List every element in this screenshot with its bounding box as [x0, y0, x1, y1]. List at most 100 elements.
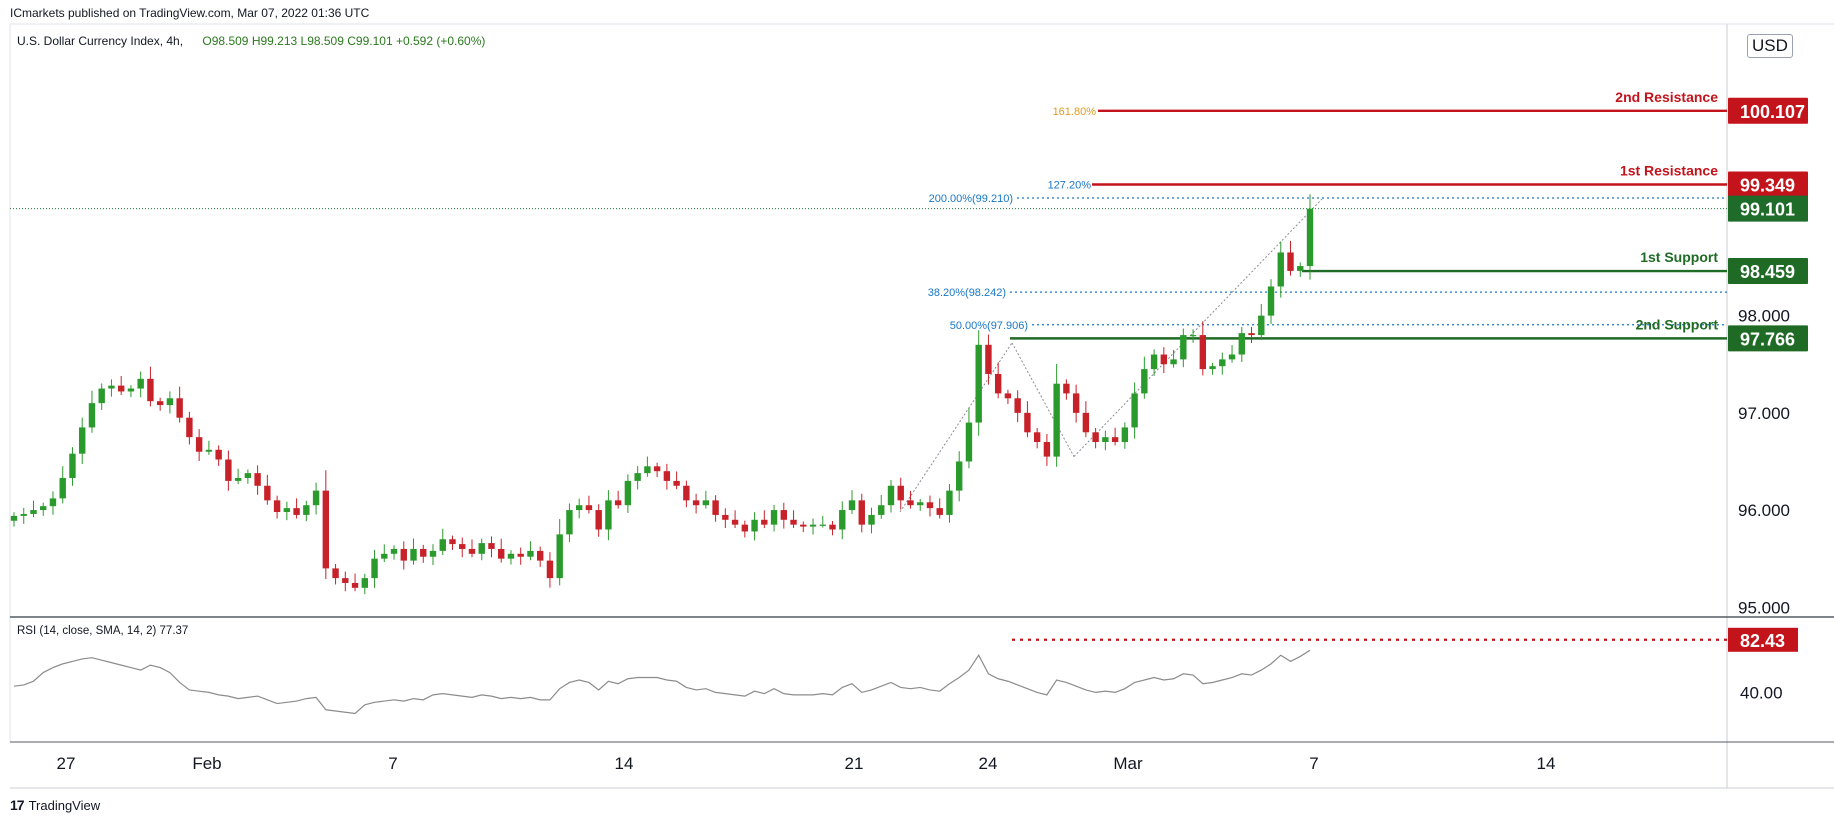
fib-level-label: 161.80%	[1053, 106, 1097, 118]
symbol-legend: U.S. Dollar Currency Index, 4h, O98.509 …	[17, 34, 485, 48]
candle-body	[420, 548, 427, 557]
brand-name: TradingView	[28, 797, 101, 813]
candle-body	[1014, 398, 1021, 413]
candle-body	[917, 502, 924, 506]
level-price-tag: 98.459	[1728, 258, 1808, 285]
candle-body	[166, 398, 174, 406]
candle	[1160, 347, 1168, 373]
candle-body	[1072, 393, 1080, 413]
candle	[20, 507, 27, 524]
candle-body	[975, 344, 982, 423]
candle-body	[507, 553, 515, 559]
candle	[1306, 194, 1314, 280]
candle	[634, 466, 641, 490]
candle	[59, 466, 66, 504]
candle	[614, 490, 622, 509]
candle	[731, 510, 739, 529]
candle	[88, 390, 96, 433]
tradingview-logo-icon: 17	[10, 797, 25, 813]
price-tag-label: 97.766	[1740, 329, 1795, 349]
fibonacci-trend-lines[interactable]	[899, 198, 1323, 513]
close-value: C99.101	[347, 34, 393, 48]
candle	[312, 482, 320, 515]
candle	[790, 510, 797, 529]
candle-body	[946, 490, 953, 515]
support-resistance-lines[interactable]: 2nd Resistance 1st Resistance 1st Support 2…	[10, 89, 1727, 340]
candle-body	[1102, 437, 1109, 443]
price-tag-bg	[1728, 195, 1808, 222]
price-tag-bg	[1728, 97, 1808, 124]
candle-body	[1170, 359, 1177, 365]
candle	[917, 498, 924, 511]
candle-body	[40, 506, 47, 511]
symbol-name: U.S. Dollar Currency Index, 4h,	[17, 34, 184, 48]
candle-body	[692, 500, 700, 506]
currency-badge[interactable]: USD	[1747, 34, 1793, 58]
fibonacci-levels[interactable]: 161.80% 127.20% 200.00%(99.210) 38.20%(98.2…	[928, 106, 1727, 332]
level-price-tag: 97.766	[1728, 325, 1808, 352]
trend-line	[899, 342, 1013, 513]
price-tag-label: 100.107	[1740, 102, 1805, 122]
price-tag-label: 99.349	[1740, 175, 1795, 195]
candle-body	[381, 553, 388, 559]
candle	[117, 376, 125, 395]
candle-body	[936, 508, 943, 515]
candle-body	[1131, 393, 1138, 428]
candle	[605, 490, 612, 541]
candle	[439, 528, 446, 555]
candle	[1072, 384, 1080, 423]
candle	[1150, 349, 1158, 376]
price-tag-bg	[1728, 171, 1808, 198]
candle	[293, 498, 300, 519]
trend-line	[1011, 342, 1075, 457]
candle	[770, 504, 778, 532]
candle-body	[1199, 335, 1207, 370]
candle	[468, 539, 476, 558]
candle-body	[410, 548, 417, 561]
candle-body	[342, 578, 349, 583]
candle-body	[429, 550, 437, 557]
candle-body	[1209, 366, 1216, 370]
candle-body	[585, 505, 593, 511]
candle	[644, 456, 651, 477]
candle-body	[195, 437, 203, 452]
candle-body	[332, 568, 339, 579]
candle-body	[1189, 335, 1197, 337]
low-value: L98.509	[300, 34, 344, 48]
candle	[1238, 327, 1245, 363]
candle-body	[273, 500, 281, 513]
candle-body	[225, 459, 232, 481]
candle	[98, 383, 105, 410]
candle-body	[858, 500, 865, 525]
candle-body	[1111, 437, 1119, 443]
candle	[30, 500, 37, 518]
candle-body	[30, 510, 37, 514]
candle	[848, 490, 856, 514]
rsi-tag-label: 82.43	[1740, 631, 1785, 651]
candle	[1228, 345, 1236, 363]
candle	[205, 440, 213, 455]
candle-body	[244, 473, 252, 478]
candle	[69, 447, 76, 486]
candle-body	[653, 466, 661, 472]
candle	[303, 500, 310, 522]
candle-body	[878, 505, 885, 515]
candle	[907, 490, 914, 509]
candle-body	[595, 510, 602, 530]
price-tag-bg	[1728, 325, 1808, 352]
candle	[1063, 379, 1070, 400]
candle-body	[566, 510, 573, 535]
rsi-level-tag: 82.43	[1728, 627, 1798, 652]
candle-body	[488, 543, 495, 549]
candle	[342, 571, 349, 592]
candle	[40, 502, 47, 516]
candle-body	[137, 378, 144, 389]
candle-body	[117, 385, 125, 392]
level-label: 2nd Support	[1636, 316, 1719, 332]
candle-body	[897, 485, 904, 501]
candle	[449, 535, 456, 550]
candle-body	[468, 548, 476, 554]
candle-body	[731, 519, 739, 525]
candle	[1043, 433, 1051, 466]
